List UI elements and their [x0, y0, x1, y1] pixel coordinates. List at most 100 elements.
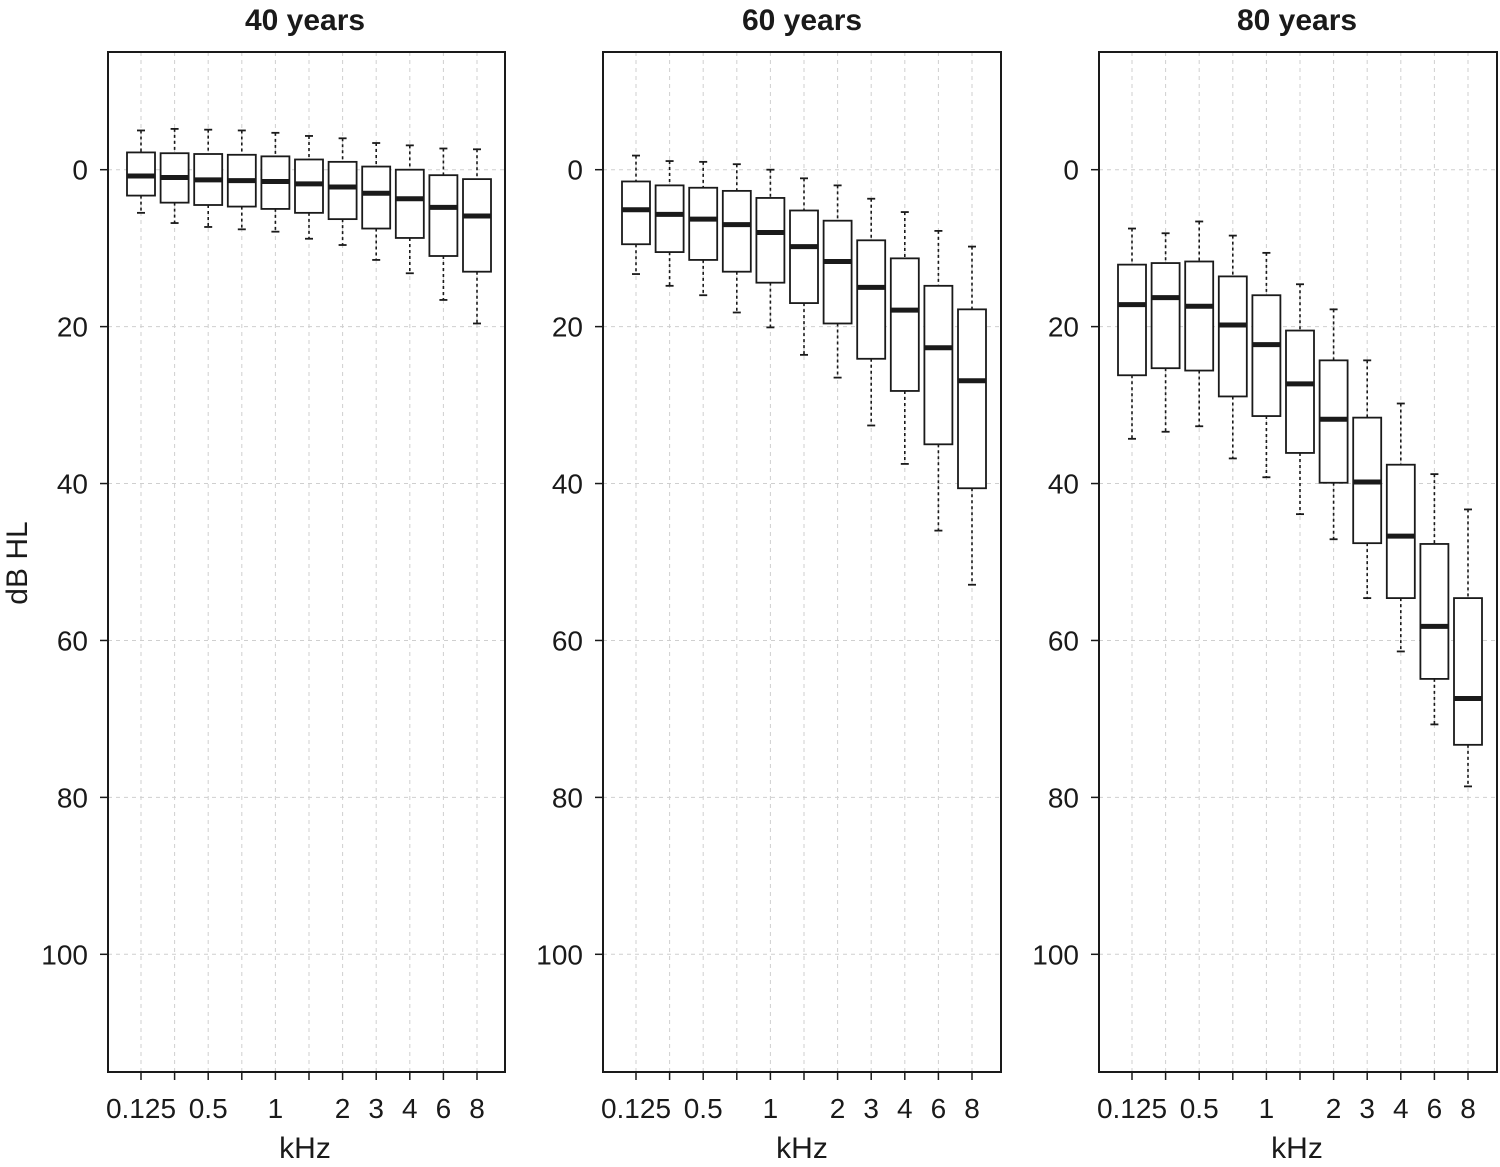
y-tick-label: 80 — [1048, 782, 1079, 813]
box-2-khz — [1318, 308, 1349, 541]
x-tick-label: 8 — [964, 1093, 980, 1124]
plot-frame — [602, 51, 1002, 1073]
plot-frame — [107, 51, 506, 1073]
x-tick-label: 6 — [436, 1093, 452, 1124]
y-tick-label: 40 — [57, 469, 88, 500]
x-tick-label: 6 — [931, 1093, 947, 1124]
iqr-box — [394, 168, 425, 239]
box-0.5-khz — [1184, 220, 1215, 428]
y-tick-label: 20 — [1048, 312, 1079, 343]
box-4-khz — [889, 211, 920, 465]
y-tick-label: 100 — [1032, 939, 1079, 970]
iqr-box — [923, 284, 954, 446]
x-tick-label: 0.5 — [684, 1093, 723, 1124]
x-tick-label: 0.5 — [1180, 1093, 1219, 1124]
iqr-box — [428, 174, 459, 257]
x-tick-label: 8 — [469, 1093, 485, 1124]
iqr-box — [856, 239, 887, 360]
iqr-box — [1285, 329, 1315, 454]
x-tick-label: 0.5 — [189, 1093, 228, 1124]
y-tick-label: 80 — [57, 782, 88, 813]
box-0.75-khz — [226, 129, 257, 231]
iqr-box — [1385, 463, 1416, 599]
box-0.125-khz — [126, 129, 156, 214]
y-tick-label: 40 — [1048, 469, 1079, 500]
x-tick-label: 1 — [1259, 1093, 1275, 1124]
box-2-khz — [327, 137, 358, 246]
x-tick-label: 3 — [368, 1093, 384, 1124]
plot-frame — [1098, 51, 1498, 1073]
iqr-box — [1217, 275, 1248, 398]
box-2-khz — [822, 184, 853, 379]
box-1.5-khz — [1285, 283, 1315, 516]
y-tick-label: 60 — [1048, 625, 1079, 656]
box-0.125-khz — [621, 154, 651, 275]
x-tick-label: 4 — [402, 1093, 418, 1124]
y-axis-label: dB HL — [1, 521, 34, 604]
y-tick-label: 20 — [57, 312, 88, 343]
y-tick-label: 40 — [552, 469, 583, 500]
x-tick-label: 4 — [897, 1093, 913, 1124]
panel-title: 40 years — [245, 4, 365, 37]
iqr-box — [1453, 597, 1483, 746]
iqr-box — [1117, 263, 1147, 377]
box-0.25-khz — [654, 160, 685, 287]
y-tick-label: 60 — [552, 625, 583, 656]
iqr-box — [721, 189, 752, 273]
box-1-khz — [755, 168, 786, 329]
iqr-box — [957, 308, 987, 490]
iqr-box — [361, 165, 392, 230]
iqr-box — [1150, 262, 1181, 370]
box-8-khz — [1453, 508, 1483, 788]
x-tick-label: 0.125 — [601, 1093, 671, 1124]
box-6-khz — [923, 229, 954, 532]
panel-40-years: 40 years dB HL kHz 0 20 40 60 80 100 0.125 0.5 1… — [1, 4, 506, 1165]
x-tick-label: 2 — [335, 1093, 351, 1124]
iqr-box — [789, 209, 819, 304]
box-1.5-khz — [789, 177, 819, 356]
iqr-box — [889, 257, 920, 392]
box-4-khz — [394, 144, 425, 275]
x-tick-label: 1 — [268, 1093, 284, 1124]
y-tick-label: 100 — [536, 939, 583, 970]
x-tick-label: 0.125 — [106, 1093, 176, 1124]
plot-area: 0 20 40 60 80 100 0.125 0.5 1 2 3 4 6 8 — [1032, 51, 1498, 1124]
box-0.125-khz — [1117, 227, 1147, 440]
box-1-khz — [260, 131, 291, 233]
iqr-box — [327, 160, 358, 221]
box-0.25-khz — [159, 127, 190, 224]
box-4-khz — [1385, 402, 1416, 653]
x-tick-label: 2 — [1326, 1093, 1342, 1124]
y-tick-label: 0 — [567, 155, 583, 186]
iqr-box — [654, 184, 685, 253]
box-6-khz — [428, 147, 459, 301]
box-8-khz — [462, 148, 492, 325]
iqr-box — [1251, 294, 1282, 417]
box-0.75-khz — [721, 163, 752, 314]
box-3-khz — [856, 197, 887, 427]
box-1.5-khz — [294, 135, 324, 240]
iqr-box — [688, 186, 719, 261]
x-tick-label: 4 — [1393, 1093, 1409, 1124]
panel-60-years: 60 years kHz 0 20 40 60 80 100 0.125 0.5 1 2 3 4 6 8 — [536, 4, 1002, 1165]
box-0.25-khz — [1150, 232, 1181, 433]
x-axis-label: kHz — [1271, 1132, 1323, 1165]
iqr-box — [462, 178, 492, 273]
x-axis-label: kHz — [279, 1132, 331, 1165]
x-tick-label: 3 — [1359, 1093, 1375, 1124]
box-6-khz — [1419, 473, 1450, 726]
x-tick-label: 8 — [1460, 1093, 1476, 1124]
plot-area: 0 20 40 60 80 100 0.125 0.5 1 2 3 4 6 8 — [41, 51, 506, 1124]
x-tick-label: 1 — [763, 1093, 779, 1124]
y-tick-label: 0 — [72, 155, 88, 186]
box-0.75-khz — [1217, 234, 1248, 460]
iqr-box — [822, 219, 853, 325]
box-0.5-khz — [193, 128, 224, 228]
box-1-khz — [1251, 251, 1282, 479]
panel-title: 80 years — [1237, 4, 1357, 37]
x-tick-label: 2 — [830, 1093, 846, 1124]
box-3-khz — [361, 142, 392, 261]
panel-80-years: 80 years kHz 0 20 40 60 80 100 0.125 0.5 1 2 3 4 6 8 — [1032, 4, 1498, 1165]
y-tick-label: 0 — [1063, 155, 1079, 186]
